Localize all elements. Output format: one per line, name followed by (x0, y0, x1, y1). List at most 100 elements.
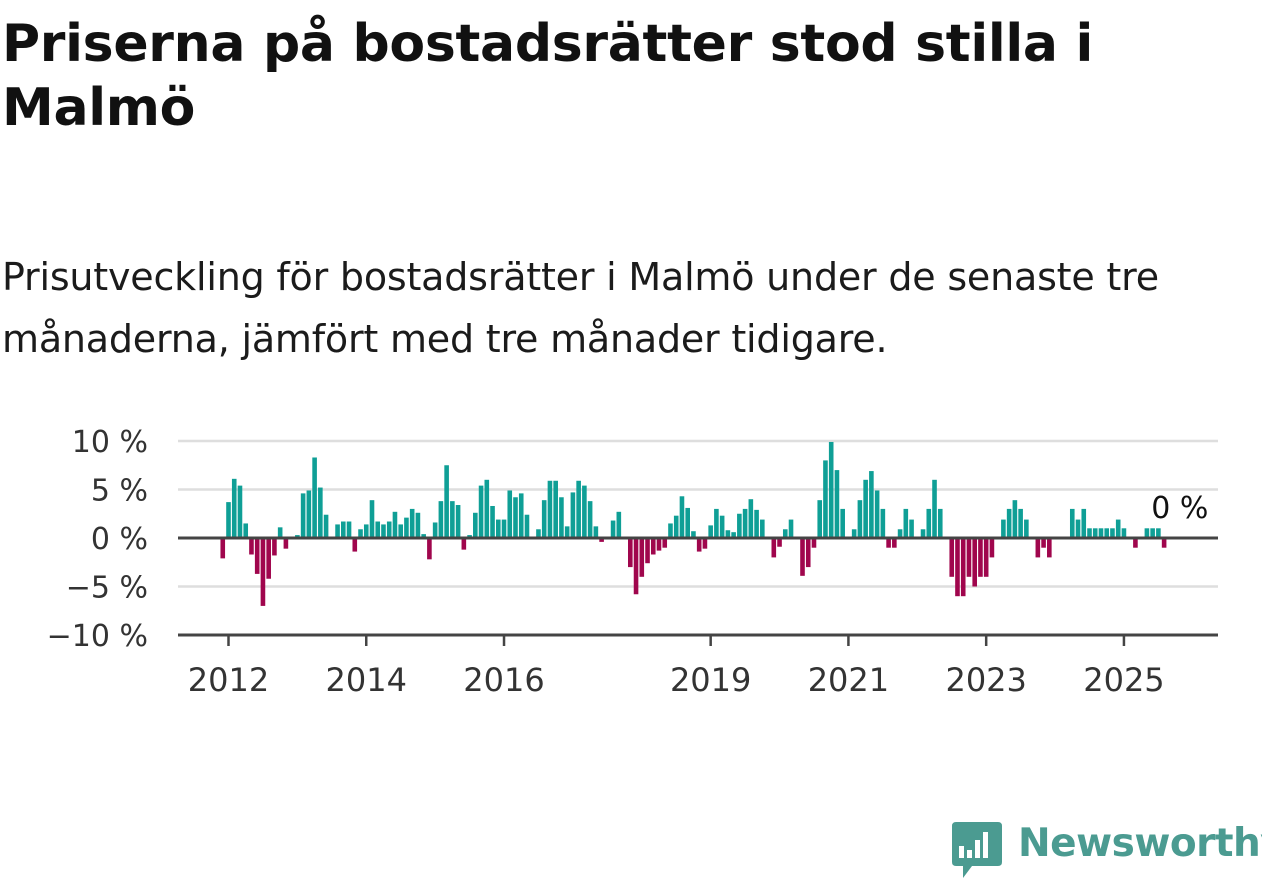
bar (226, 502, 231, 538)
bar (685, 508, 690, 538)
bar (485, 480, 490, 538)
bar (984, 538, 989, 577)
bar (875, 490, 880, 538)
bar (410, 509, 415, 538)
bar (1070, 509, 1075, 538)
bar (1024, 520, 1029, 538)
bar (243, 523, 248, 538)
bar (800, 538, 805, 576)
bar (398, 524, 403, 538)
x-tick-label: 2019 (670, 661, 751, 699)
bar (232, 479, 237, 538)
bar (444, 465, 449, 538)
bar (881, 509, 886, 538)
bar (582, 486, 587, 538)
bar (817, 500, 822, 538)
bar (628, 538, 633, 567)
bar (967, 538, 972, 577)
bar (749, 499, 754, 538)
x-tick-label: 2023 (945, 661, 1026, 699)
newsworthy-logo-icon (950, 820, 1004, 880)
bar (949, 538, 954, 577)
bar (1116, 520, 1121, 538)
bar (1081, 509, 1086, 538)
bar (938, 509, 943, 538)
bar (961, 538, 966, 596)
bar (462, 538, 467, 550)
bar (352, 538, 357, 552)
bar (301, 493, 306, 538)
bar (594, 526, 599, 538)
bar (416, 513, 421, 538)
y-tick-label: −10 % (47, 619, 148, 654)
bar (904, 509, 909, 538)
bar (708, 525, 713, 538)
bar (972, 538, 977, 587)
bar (909, 520, 914, 538)
bar (542, 500, 547, 538)
x-tick-label: 2021 (808, 661, 889, 699)
bar (519, 493, 524, 538)
bar (668, 523, 673, 538)
y-tick-label: −5 % (66, 571, 148, 606)
bar (312, 457, 317, 538)
bar (743, 509, 748, 538)
bar (324, 515, 329, 538)
bar (651, 538, 656, 554)
x-tick-label: 2025 (1083, 661, 1164, 699)
page-title: Priserna på bostadsrätter stod stilla i … (2, 12, 1252, 140)
bar (680, 496, 685, 538)
bar (863, 480, 868, 538)
brand-name: Newsworthy (1018, 818, 1262, 870)
bar (278, 527, 283, 538)
bar (1036, 538, 1041, 557)
bar (571, 492, 576, 538)
bar (1076, 520, 1081, 538)
x-tick-label: 2012 (188, 661, 269, 699)
bar (829, 442, 834, 538)
bar (978, 538, 983, 577)
bar (502, 520, 507, 538)
bar (674, 516, 679, 538)
bar (1001, 520, 1006, 538)
bar (754, 510, 759, 538)
bar (634, 538, 639, 594)
bar (714, 509, 719, 538)
bar (525, 515, 530, 538)
x-tick-label: 2016 (463, 661, 544, 699)
bar (427, 538, 432, 559)
bar (1047, 538, 1052, 557)
bar (858, 500, 863, 538)
bar (261, 538, 266, 606)
bar (1013, 500, 1018, 538)
bar (375, 522, 380, 538)
bar (645, 538, 650, 563)
bar (507, 490, 512, 538)
axes (178, 538, 1218, 646)
bar (772, 538, 777, 557)
bar (1007, 509, 1012, 538)
bar (249, 538, 254, 554)
bar (364, 524, 369, 538)
bar (869, 471, 874, 538)
bar (255, 538, 260, 574)
bar (238, 486, 243, 538)
bar (789, 520, 794, 538)
y-tick-label: 0 % (91, 522, 148, 557)
bar (611, 521, 616, 538)
last-value-label: 0 % (1151, 491, 1208, 526)
bar (548, 481, 553, 538)
bar (220, 538, 225, 558)
bar (433, 522, 438, 538)
bar (1018, 509, 1023, 538)
bar (657, 538, 662, 551)
bar (318, 488, 323, 538)
bar (576, 481, 581, 538)
y-tick-label: 5 % (91, 474, 148, 509)
bar (553, 481, 558, 538)
bar (513, 497, 518, 538)
bar (404, 518, 409, 538)
x-tick-label: 2014 (326, 661, 407, 699)
bar (835, 470, 840, 538)
bar (347, 522, 352, 538)
